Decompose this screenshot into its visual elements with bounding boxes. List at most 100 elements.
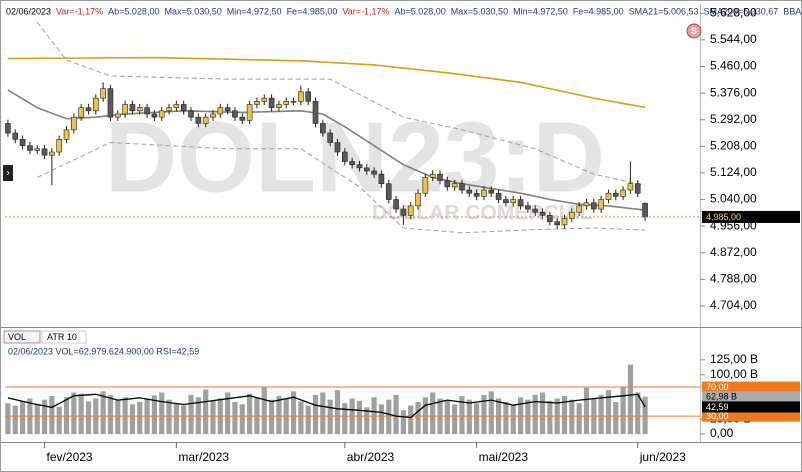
tab-label[interactable]: VOL	[8, 332, 26, 342]
alert-icon[interactable]	[686, 23, 702, 39]
candle-body	[547, 215, 553, 223]
last-volume-box	[702, 391, 800, 403]
candle-body	[510, 199, 517, 204]
candle-body	[320, 123, 326, 134]
volume-bar	[159, 392, 165, 435]
header-item: BBANDS ACIMA=5.08	[783, 6, 802, 16]
volume-bar	[232, 402, 238, 435]
side-toggle-glyph[interactable]: ›	[6, 168, 9, 179]
volume-bar	[605, 390, 612, 435]
candle-body	[188, 110, 194, 118]
candle-body	[268, 97, 275, 108]
candle-body	[202, 116, 209, 124]
price-plot	[5, 21, 648, 234]
candle-body	[34, 148, 41, 151]
volume-bar	[166, 399, 172, 435]
candle-body	[5, 123, 11, 134]
last-price-box	[702, 210, 800, 223]
volume-bar	[635, 392, 641, 435]
candle-body	[166, 107, 172, 112]
last-rsi-label: 42,59	[706, 402, 729, 412]
candle-body	[122, 104, 128, 115]
alert-icon-glyph[interactable]: S	[691, 26, 697, 36]
volume-bar	[107, 394, 114, 435]
header-item: Fe=4.985,00	[287, 6, 338, 16]
volume-bar	[298, 401, 304, 435]
candle-body	[539, 211, 546, 216]
candle-body	[466, 189, 473, 194]
candle-body	[407, 205, 414, 216]
candle-body	[173, 104, 180, 108]
candle-body	[71, 116, 77, 131]
tab[interactable]	[41, 330, 87, 344]
volume-bar	[129, 404, 136, 435]
volume-bar	[247, 393, 253, 435]
volume-bar	[173, 403, 179, 435]
watermark: DOLN23:D	[105, 101, 605, 213]
side-toggle[interactable]	[3, 165, 13, 181]
volume-bar	[261, 386, 267, 435]
indicator-line	[7, 56, 646, 109]
x-tick-label: abr/2023	[347, 450, 395, 464]
volume-bar	[510, 405, 516, 435]
candle-body	[583, 202, 590, 207]
tab-label[interactable]: ATR 10	[47, 332, 77, 342]
candle-body	[276, 104, 282, 108]
volume-bar	[151, 395, 157, 435]
candle-body	[371, 170, 377, 175]
candle-body	[400, 208, 407, 216]
candle-body	[517, 199, 524, 207]
candle-body	[283, 101, 290, 105]
candle-body	[261, 97, 268, 102]
candle-body	[642, 203, 648, 218]
candle-body	[327, 132, 333, 143]
candle-body	[85, 107, 92, 112]
y-tick-label: 4.788,00	[710, 272, 757, 286]
volume-bar	[488, 391, 494, 435]
candle-body	[136, 107, 143, 112]
watermark-subtitle: DOLLAR COMERCIAL	[372, 202, 593, 225]
volume-bar	[415, 402, 421, 435]
candle-body	[481, 189, 487, 197]
last-rsi-box	[702, 401, 800, 413]
volume-bar	[547, 400, 553, 435]
candle-body	[217, 107, 224, 115]
volume-bar	[642, 396, 648, 435]
y-tick-label: 4.704,00	[710, 298, 757, 312]
volume-bar	[378, 404, 385, 435]
header-item: Max=5.030,50	[451, 6, 508, 16]
candle-body	[444, 180, 451, 188]
price-axis: 5.628,00 5.544,00 5.460,00 5.376,00 5.292,00…	[700, 5, 757, 312]
y-tick-label: 4.872,00	[710, 245, 757, 259]
candle-body	[100, 88, 106, 99]
candle-body	[451, 183, 458, 188]
volume-bar	[19, 401, 26, 435]
volume-bar	[444, 400, 450, 435]
volume-bar	[49, 396, 55, 435]
indicator-line	[36, 141, 646, 234]
y-tick-label: 0,00	[710, 426, 734, 440]
tab[interactable]	[3, 330, 41, 344]
volume-bar	[386, 399, 392, 435]
volume-bar	[320, 392, 326, 435]
candle-body	[393, 199, 399, 210]
candle-body	[298, 91, 304, 102]
candle-body	[41, 148, 48, 156]
candle-body	[627, 183, 634, 191]
candle-body	[356, 164, 363, 169]
candle-body	[459, 183, 465, 191]
indicator-line	[7, 89, 646, 211]
header-item: Ab=5.028,00	[394, 6, 445, 16]
candle-body	[525, 205, 531, 210]
candle-body	[144, 107, 150, 115]
volume-bar	[56, 406, 62, 435]
candle-body	[415, 192, 421, 207]
candle-body	[532, 208, 539, 213]
candle-body	[232, 110, 238, 118]
candle-body	[224, 107, 231, 112]
header-item: Min=4.972,50	[513, 6, 568, 16]
candle-body	[78, 107, 84, 118]
volume-bar	[481, 394, 487, 435]
header-item: Min=4.972,50	[227, 6, 282, 16]
